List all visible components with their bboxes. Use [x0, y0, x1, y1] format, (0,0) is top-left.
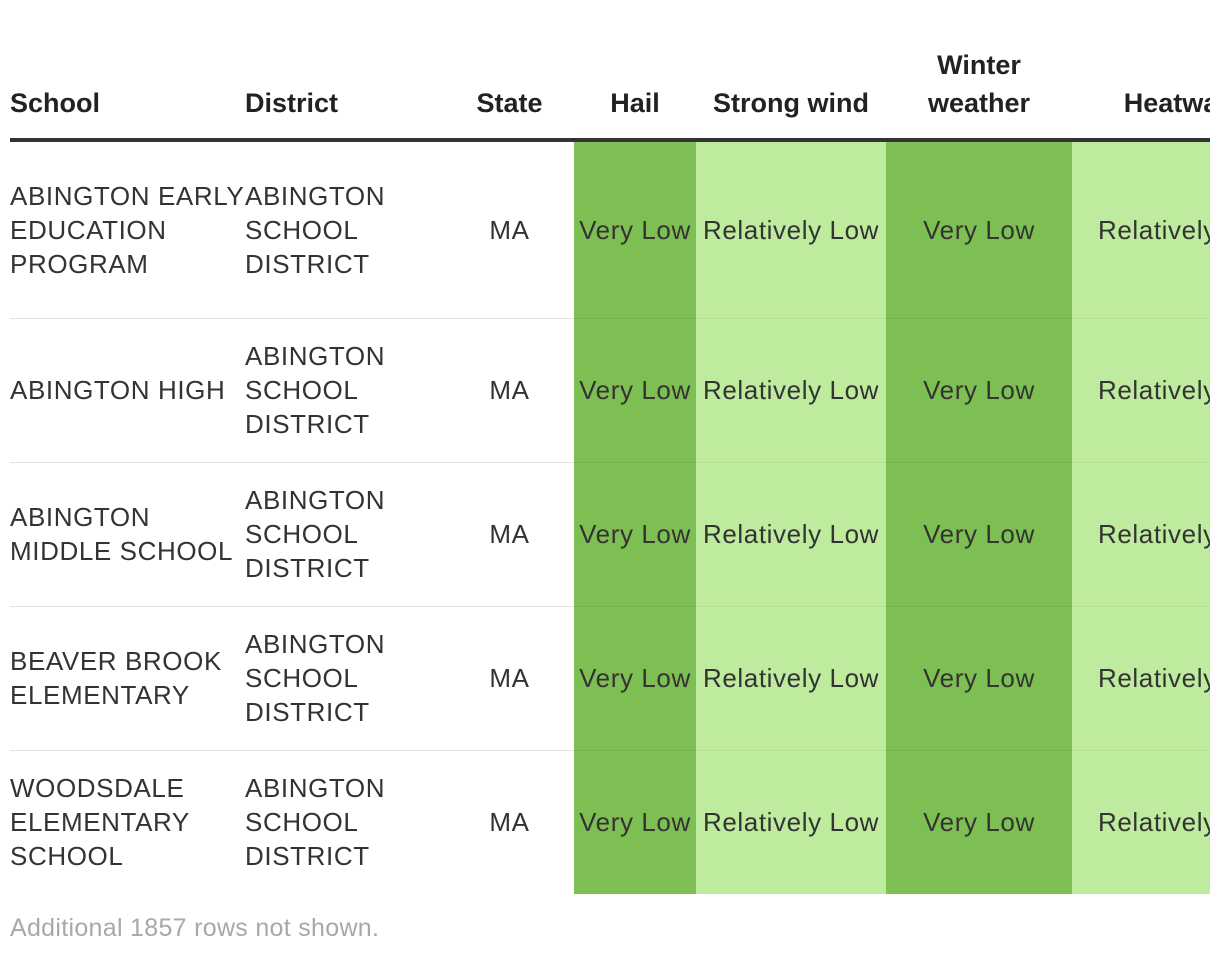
table-row: WOODSDALE ELEMENTARY SCHOOL ABINGTON SCHO… — [10, 750, 1210, 894]
table-cell: ABINGTON MIDDLE SCHOOL — [10, 462, 245, 607]
table-cell: WOODSDALE ELEMENTARY SCHOOL — [10, 773, 190, 872]
table-cell: Very Low — [886, 140, 1072, 319]
table-cell: MA — [489, 807, 530, 838]
table-cell: ABINGTON SCHOOL DISTRICT — [245, 462, 445, 607]
header-row: School District State Hail Strong wind Winter… — [10, 0, 1210, 142]
column-header: State — [445, 0, 574, 142]
column-header: School — [10, 0, 245, 142]
table-cell: Very Low — [574, 318, 696, 463]
table-cell: Relatively Low — [1072, 140, 1210, 319]
table-cell: Very Low — [574, 462, 696, 607]
table-cell: Very Low — [574, 750, 696, 894]
table-cell: Relatively Low — [696, 606, 886, 751]
table-cell: MA — [445, 606, 574, 751]
table-cell: Very Low — [886, 318, 1072, 463]
table-cell: Relatively Low — [696, 140, 886, 319]
column-header: District — [245, 0, 445, 142]
table-cell: Relatively Low — [1072, 750, 1210, 894]
table-cell: Relatively Low — [1072, 462, 1210, 607]
table-row: ABINGTON HIGH ABINGTON SCHOOL DISTRICT MA V… — [10, 318, 1210, 463]
table-cell: ABINGTON SCHOOL DISTRICT — [245, 318, 445, 463]
table-row: ABINGTON EARLY EDUCATION PROGRAM ABINGTON… — [10, 140, 1210, 319]
column-header: Heatwave — [1072, 0, 1210, 142]
table-cell: ABINGTON HIGH — [10, 318, 245, 463]
table-body: ABINGTON EARLY EDUCATION PROGRAM ABINGTON… — [10, 140, 1210, 894]
table-cell: BEAVER BROOK ELEMENTARY — [10, 606, 245, 751]
table-cell: Relatively Low — [1072, 606, 1210, 751]
column-header: Winter weather — [886, 0, 1072, 142]
data-table: School District State Hail Strong wind Winter… — [10, 0, 1210, 894]
table-cell: Relatively Low — [696, 462, 886, 607]
footer-note: Additional 1857 rows not shown. — [10, 914, 380, 942]
table-cell: ABINGTON EARLY EDUCATION PROGRAM — [10, 140, 245, 319]
table-cell: Relatively Low — [696, 318, 886, 463]
table-row: ABINGTON MIDDLE SCHOOL ABINGTON SCHOOL DI… — [10, 462, 1210, 607]
table-cell: Very Low — [574, 606, 696, 751]
table-cell: MA — [445, 318, 574, 463]
table-container: School District State Hail Strong wind Winter… — [10, 0, 1210, 956]
table-cell: Very Low — [886, 462, 1072, 607]
table-cell: MA — [445, 140, 574, 319]
column-header: Hail — [574, 0, 696, 142]
table-cell: Very Low — [886, 750, 1072, 894]
table-cell: Relatively Low — [1072, 318, 1210, 463]
table-cell: ABINGTON SCHOOL DISTRICT — [245, 606, 445, 751]
table-cell: Relatively Low — [696, 750, 886, 894]
table-cell: ABINGTON SCHOOL DISTRICT — [245, 773, 386, 872]
table-cell: MA — [445, 462, 574, 607]
column-header: Strong wind — [696, 0, 886, 142]
table-cell: Very Low — [574, 140, 696, 319]
table-cell: Very Low — [886, 606, 1072, 751]
table-cell: ABINGTON SCHOOL DISTRICT — [245, 140, 445, 319]
table-row: BEAVER BROOK ELEMENTARY ABINGTON SCHOOL D… — [10, 606, 1210, 751]
